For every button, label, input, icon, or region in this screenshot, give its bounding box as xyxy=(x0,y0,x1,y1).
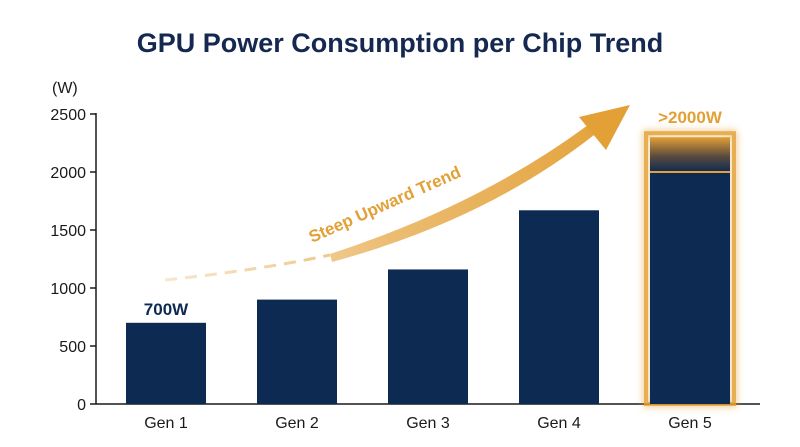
trend-arrowhead xyxy=(579,105,630,150)
bar-gen-4 xyxy=(519,210,599,404)
y-tick-label: 0 xyxy=(77,397,86,414)
x-category-label: Gen 5 xyxy=(668,415,712,432)
y-axis-unit-label: (W) xyxy=(52,80,78,97)
bar-gen-5-extension xyxy=(650,137,730,172)
bar-gen-2 xyxy=(257,299,337,404)
chart-title: GPU Power Consumption per Chip Trend xyxy=(136,28,664,58)
trend-curve-dashed xyxy=(164,253,331,282)
y-tick-label: 1500 xyxy=(50,223,86,240)
bar-gen-5 xyxy=(650,172,730,404)
y-tick-label: 2500 xyxy=(50,107,86,124)
x-category-label: Gen 3 xyxy=(406,415,450,432)
trend-annotation: Steep Upward Trend xyxy=(306,162,464,246)
x-category-label: Gen 4 xyxy=(537,415,581,432)
bar-gen-3 xyxy=(388,269,468,404)
x-category-label: Gen 1 xyxy=(144,415,188,432)
trend-arrow-body xyxy=(330,125,594,262)
data-label: 700W xyxy=(144,300,189,319)
y-tick-label: 2000 xyxy=(50,165,86,182)
y-tick-label: 1000 xyxy=(50,281,86,298)
data-label: >2000W xyxy=(658,108,723,127)
y-tick-label: 500 xyxy=(59,339,86,356)
bar-gen-1 xyxy=(126,322,206,404)
x-category-label: Gen 2 xyxy=(275,415,319,432)
